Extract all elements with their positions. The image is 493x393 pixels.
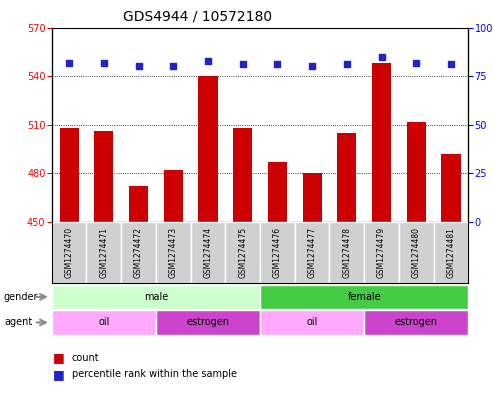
Text: male: male xyxy=(144,292,168,302)
Bar xyxy=(337,133,356,222)
Text: GSM1274475: GSM1274475 xyxy=(238,227,247,278)
Bar xyxy=(52,310,156,335)
Text: oil: oil xyxy=(307,318,318,327)
Bar xyxy=(94,131,113,222)
Text: GSM1274476: GSM1274476 xyxy=(273,227,282,278)
Text: GSM1274479: GSM1274479 xyxy=(377,227,386,278)
Point xyxy=(100,59,108,66)
Bar xyxy=(225,222,260,283)
Bar xyxy=(268,162,287,222)
Text: GSM1274481: GSM1274481 xyxy=(447,227,456,278)
Point xyxy=(447,61,455,68)
Text: count: count xyxy=(72,353,100,363)
Point xyxy=(169,63,177,70)
Point xyxy=(65,59,73,66)
Bar xyxy=(372,63,391,222)
Bar xyxy=(434,222,468,283)
Text: agent: agent xyxy=(4,318,32,327)
Bar xyxy=(260,222,295,283)
Bar xyxy=(199,76,217,222)
Point xyxy=(135,63,142,70)
Bar xyxy=(52,285,260,309)
Text: estrogen: estrogen xyxy=(395,318,438,327)
Point xyxy=(378,53,386,60)
Text: gender: gender xyxy=(4,292,38,302)
Bar xyxy=(121,222,156,283)
Bar xyxy=(60,128,79,222)
Point xyxy=(308,63,316,70)
Text: GSM1274471: GSM1274471 xyxy=(99,227,108,278)
Text: ■: ■ xyxy=(53,351,65,364)
Bar xyxy=(364,310,468,335)
Text: GSM1274473: GSM1274473 xyxy=(169,227,178,278)
Text: GDS4944 / 10572180: GDS4944 / 10572180 xyxy=(123,10,272,24)
Point xyxy=(274,61,282,68)
Text: GSM1274478: GSM1274478 xyxy=(342,227,352,278)
Bar xyxy=(86,222,121,283)
Text: GSM1274477: GSM1274477 xyxy=(308,227,317,278)
Text: estrogen: estrogen xyxy=(186,318,229,327)
Text: GSM1274472: GSM1274472 xyxy=(134,227,143,278)
Bar xyxy=(260,285,468,309)
Bar xyxy=(295,222,329,283)
Text: ■: ■ xyxy=(53,367,65,381)
Bar xyxy=(156,310,260,335)
Bar xyxy=(329,222,364,283)
Text: GSM1274480: GSM1274480 xyxy=(412,227,421,278)
Text: percentile rank within the sample: percentile rank within the sample xyxy=(72,369,237,379)
Bar xyxy=(441,154,460,222)
Text: GSM1274474: GSM1274474 xyxy=(204,227,212,278)
Bar xyxy=(129,186,148,222)
Text: GSM1274470: GSM1274470 xyxy=(65,227,73,278)
Bar xyxy=(156,222,191,283)
Bar xyxy=(407,121,426,222)
Bar xyxy=(233,128,252,222)
Point xyxy=(412,59,420,66)
Point xyxy=(204,57,212,64)
Bar xyxy=(52,222,86,283)
Bar xyxy=(399,222,434,283)
Point xyxy=(343,61,351,68)
Bar xyxy=(164,170,183,222)
Text: oil: oil xyxy=(98,318,109,327)
Bar xyxy=(191,222,225,283)
Bar xyxy=(303,173,321,222)
Bar xyxy=(260,310,364,335)
Bar xyxy=(364,222,399,283)
Text: female: female xyxy=(348,292,381,302)
Point xyxy=(239,61,246,68)
